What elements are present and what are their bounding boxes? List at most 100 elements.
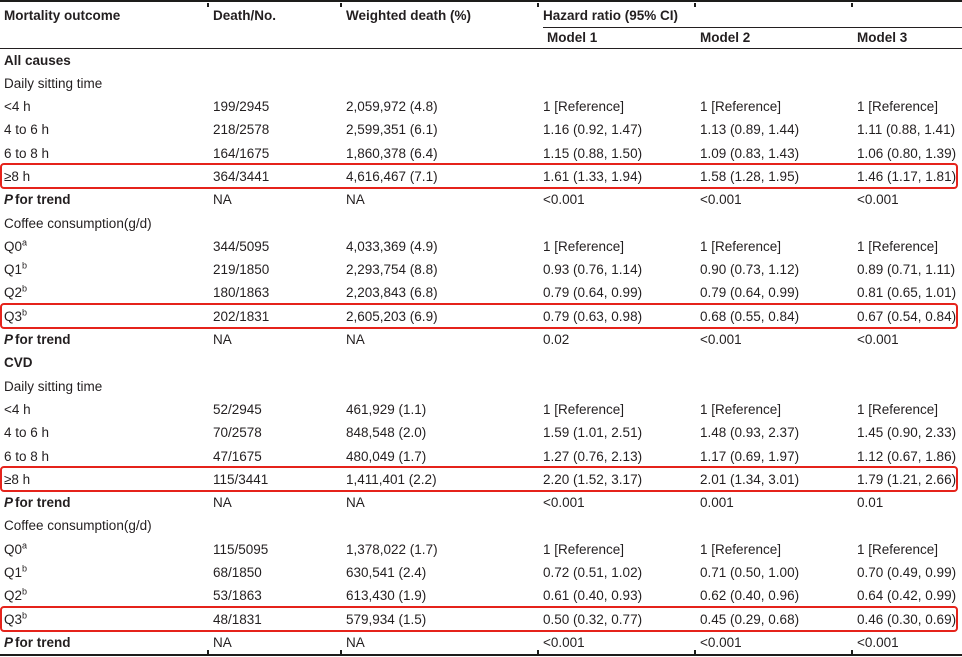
table-row: ≥8 h 364/3441 4,616,467 (7.1) 1.61 (1.33, 1…: [0, 165, 962, 188]
value-cell: 48/1831: [213, 611, 262, 627]
table-row: 6 to 8 h 164/1675 1,860,378 (6.4) 1.15 (0.8…: [0, 142, 962, 165]
value-cell: 0.79 (0.64, 0.99): [700, 285, 800, 301]
value-cell: 68/1850: [213, 565, 262, 581]
superscript: b: [22, 283, 28, 294]
outcome-cell: Q3b: [4, 610, 28, 627]
outcome-cell: <4 h: [4, 401, 31, 417]
value-cell: 630,541 (2.4): [346, 565, 427, 581]
subsection-label: Coffee consumption(g/d): [4, 518, 152, 534]
value-cell: 1 [Reference]: [543, 541, 625, 557]
section-label: CVD: [4, 355, 33, 371]
value-cell: 1 [Reference]: [543, 99, 625, 115]
value-cell: 1.09 (0.83, 1.43): [700, 145, 800, 161]
outcome-cell: Q3b: [4, 307, 28, 324]
value-cell: 0.70 (0.49, 0.99): [857, 565, 957, 581]
table-header: Mortality outcome Death/No. Weighted dea…: [0, 1, 962, 49]
outcome-cell: 6 to 8 h: [4, 448, 50, 464]
value-cell: <0.001: [700, 634, 742, 650]
value-cell: 0.46 (0.30, 0.69): [857, 611, 957, 627]
value-cell: 364/3441: [213, 168, 270, 184]
value-cell: 1,860,378 (6.4): [346, 145, 438, 161]
value-cell: 0.67 (0.54, 0.84): [857, 308, 957, 324]
value-cell: 848,548 (2.0): [346, 425, 427, 441]
table-row: Daily sitting time: [0, 72, 962, 95]
value-cell: NA: [346, 332, 365, 348]
table-row: 4 to 6 h 218/2578 2,599,351 (6.1) 1.16 (0.9…: [0, 118, 962, 141]
value-cell: 0.71 (0.50, 1.00): [700, 565, 800, 581]
column-header-model-3: Model 3: [857, 27, 962, 49]
p-italic: P: [4, 192, 14, 208]
value-cell: 2,293,754 (8.8): [346, 262, 438, 278]
table-row: Q3b 48/1831 579,934 (1.5) 0.50 (0.32, 0.77)…: [0, 608, 962, 631]
value-cell: 202/1831: [213, 308, 270, 324]
section-label: All causes: [4, 52, 71, 68]
column-header-model-1: Model 1: [543, 27, 700, 49]
value-cell: 1 [Reference]: [543, 238, 625, 254]
value-cell: <0.001: [857, 634, 899, 650]
column-header-model-2: Model 2: [700, 27, 857, 49]
outcome-cell: Q0a: [4, 540, 28, 557]
column-header-mortality-outcome: Mortality outcome: [0, 1, 213, 49]
value-cell: NA: [346, 634, 365, 650]
value-cell: 344/5095: [213, 238, 270, 254]
header-row-2: Model 1 Model 2 Model 3: [0, 27, 962, 49]
superscript: b: [22, 563, 28, 574]
outcome-cell: ≥8 h: [4, 168, 31, 184]
superscript: a: [22, 540, 28, 551]
subsection-label: Daily sitting time: [4, 75, 103, 91]
value-cell: 0.02: [543, 332, 570, 348]
value-cell: 461,929 (1.1): [346, 401, 427, 417]
value-cell: 180/1863: [213, 285, 270, 301]
superscript: a: [22, 237, 28, 248]
value-cell: 1 [Reference]: [700, 99, 782, 115]
table-row: 4 to 6 h 70/2578 848,548 (2.0) 1.59 (1.01, …: [0, 421, 962, 444]
value-cell: 1.48 (0.93, 2.37): [700, 425, 800, 441]
value-cell: 1.11 (0.88, 1.41): [857, 122, 956, 138]
table-row: Q0a 344/5095 4,033,369 (4.9) 1 [Reference] 1…: [0, 235, 962, 258]
p-rest: for trend: [15, 495, 71, 511]
table-row: Q1b 219/1850 2,293,754 (8.8) 0.93 (0.76, 1.…: [0, 258, 962, 281]
value-cell: 1 [Reference]: [543, 401, 625, 417]
value-cell: 4,033,369 (4.9): [346, 238, 438, 254]
p-rest: for trend: [15, 192, 71, 208]
value-cell: 0.79 (0.64, 0.99): [543, 285, 643, 301]
value-cell: 1 [Reference]: [857, 99, 939, 115]
outcome-cell: ≥8 h: [4, 471, 31, 487]
outcome-cell: Q2b: [4, 283, 28, 301]
value-cell: 1.06 (0.80, 1.39): [857, 145, 957, 161]
p-italic: P: [4, 634, 14, 650]
value-cell: <0.001: [543, 634, 585, 650]
value-cell: 1.61 (1.33, 1.94): [543, 168, 643, 184]
outcome-cell: 4 to 6 h: [4, 425, 50, 441]
outcome-cell: 6 to 8 h: [4, 145, 50, 161]
table-row: CVD: [0, 351, 962, 374]
value-cell: 115/5095: [213, 541, 269, 557]
value-cell: <0.001: [700, 332, 742, 348]
value-cell: 1.27 (0.76, 2.13): [543, 448, 643, 464]
value-cell: 0.72 (0.51, 1.02): [543, 565, 643, 581]
value-cell: 164/1675: [213, 145, 270, 161]
value-cell: 0.50 (0.32, 0.77): [543, 611, 643, 627]
table-row: Q2b 53/1863 613,430 (1.9) 0.61 (0.40, 0.93)…: [0, 584, 962, 607]
outcome-cell: Q1b: [4, 563, 28, 581]
value-cell: 70/2578: [213, 425, 262, 441]
value-cell: 53/1863: [213, 588, 262, 604]
value-cell: 199/2945: [213, 99, 270, 115]
value-cell: 0.001: [700, 495, 734, 511]
value-cell: 1 [Reference]: [700, 401, 782, 417]
value-cell: 1.58 (1.28, 1.95): [700, 168, 800, 184]
outcome-cell: Q1b: [4, 260, 28, 278]
value-cell: 579,934 (1.5): [346, 611, 427, 627]
p-rest: for trend: [15, 332, 71, 348]
table-row: <4 h 199/2945 2,059,972 (4.8) 1 [Reference]…: [0, 95, 962, 118]
value-cell: NA: [213, 495, 232, 511]
value-cell: 4,616,467 (7.1): [346, 168, 438, 184]
value-cell: 1 [Reference]: [857, 541, 939, 557]
value-cell: <0.001: [857, 332, 899, 348]
value-cell: 0.93 (0.76, 1.14): [543, 262, 643, 278]
